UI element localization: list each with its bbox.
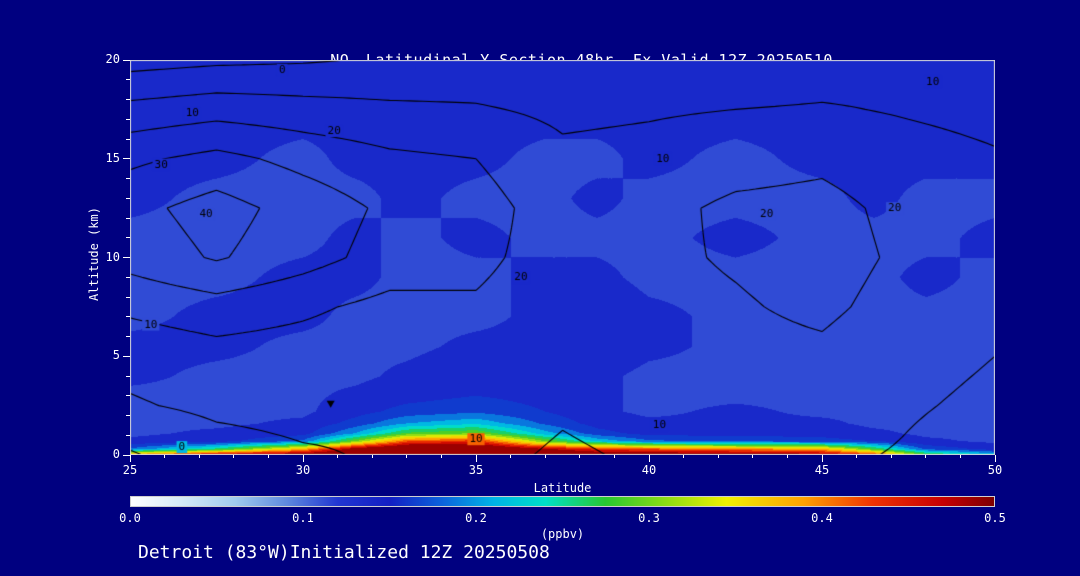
y-axis-minor-tick <box>126 99 130 100</box>
x-axis-tick-label: 40 <box>641 463 657 477</box>
x-axis-minor-tick <box>371 455 373 458</box>
x-axis-major-tick <box>129 455 131 462</box>
y-axis-major-tick <box>123 355 130 357</box>
colorbar-tick-label: 0.2 <box>465 511 487 525</box>
y-axis-minor-tick <box>126 415 130 416</box>
x-axis-minor-tick <box>683 455 685 458</box>
y-axis-minor-tick <box>126 217 130 219</box>
y-axis-minor-tick <box>126 178 130 179</box>
x-axis-minor-tick <box>233 455 235 458</box>
x-axis-major-tick <box>475 455 477 462</box>
x-axis-tick-label: 35 <box>468 463 484 477</box>
y-axis-minor-tick <box>126 276 130 278</box>
y-axis-minor-tick <box>126 138 130 140</box>
y-axis-minor-tick <box>126 237 130 239</box>
x-axis-tick-label: 45 <box>814 463 830 477</box>
y-axis-minor-tick <box>126 118 130 120</box>
x-axis-minor-tick <box>198 455 200 458</box>
x-axis-minor-tick <box>510 455 512 458</box>
x-axis-minor-tick <box>717 455 719 458</box>
colorbar-tick-label: 0.1 <box>292 511 314 525</box>
x-axis-major-tick <box>821 455 823 462</box>
y-axis-minor-tick <box>126 375 130 377</box>
y-axis-tick-label: 0 <box>112 447 120 461</box>
x-axis-major-tick <box>302 455 304 462</box>
x-axis-major-tick <box>994 455 996 462</box>
y-axis-minor-tick <box>126 395 130 397</box>
x-axis-minor-tick <box>890 455 892 458</box>
x-axis-minor-tick <box>406 455 408 458</box>
colorbar-tick-label: 0.0 <box>119 511 141 525</box>
y-axis-tick-label: 15 <box>105 150 120 165</box>
y-axis-minor-tick <box>126 336 130 337</box>
y-axis-minor-tick <box>126 296 130 298</box>
x-axis-minor-tick <box>164 455 166 458</box>
x-axis-tick-label: 50 <box>987 463 1003 477</box>
y-axis-major-tick <box>123 59 130 61</box>
colorbar <box>130 496 995 507</box>
y-axis-minor-tick <box>126 316 130 318</box>
y-axis-major-tick <box>123 257 130 258</box>
x-axis-minor-tick <box>337 455 339 458</box>
x-axis-title: Latitude <box>533 481 592 495</box>
x-axis-tick-label: 30 <box>295 463 311 477</box>
contour-plot-canvas <box>130 60 995 455</box>
x-axis-major-tick <box>648 455 650 462</box>
colorbar-tick-label: 0.3 <box>638 511 660 525</box>
x-axis-minor-tick <box>440 455 442 458</box>
x-axis-minor-tick <box>544 455 546 458</box>
x-axis-minor-tick <box>613 455 615 458</box>
x-axis-minor-tick <box>925 455 927 458</box>
x-axis-minor-tick <box>786 455 788 458</box>
y-axis-minor-tick <box>126 434 130 436</box>
x-axis-minor-tick <box>579 455 581 458</box>
y-axis-major-tick <box>123 454 130 456</box>
x-axis-minor-tick <box>959 455 961 458</box>
y-axis-tick-label: 5 <box>112 348 120 363</box>
colorbar-tick-label: 0.4 <box>811 511 833 525</box>
y-axis-tick-label: 20 <box>105 52 120 66</box>
y-axis-tick-label: 10 <box>105 249 120 264</box>
x-axis-minor-tick <box>856 455 858 458</box>
footer-annotation: Detroit (83°W)Initialized 12Z 20250508 <box>138 542 550 563</box>
x-axis-tick-label: 25 <box>122 463 138 477</box>
colorbar-units-label: (ppbv) <box>540 527 585 541</box>
y-axis-minor-tick <box>126 197 130 199</box>
colorbar-tick-label: 0.5 <box>984 511 1006 525</box>
y-axis-minor-tick <box>126 79 130 81</box>
y-axis-major-tick <box>123 158 130 160</box>
x-axis-minor-tick <box>267 455 269 458</box>
x-axis-minor-tick <box>752 455 754 458</box>
